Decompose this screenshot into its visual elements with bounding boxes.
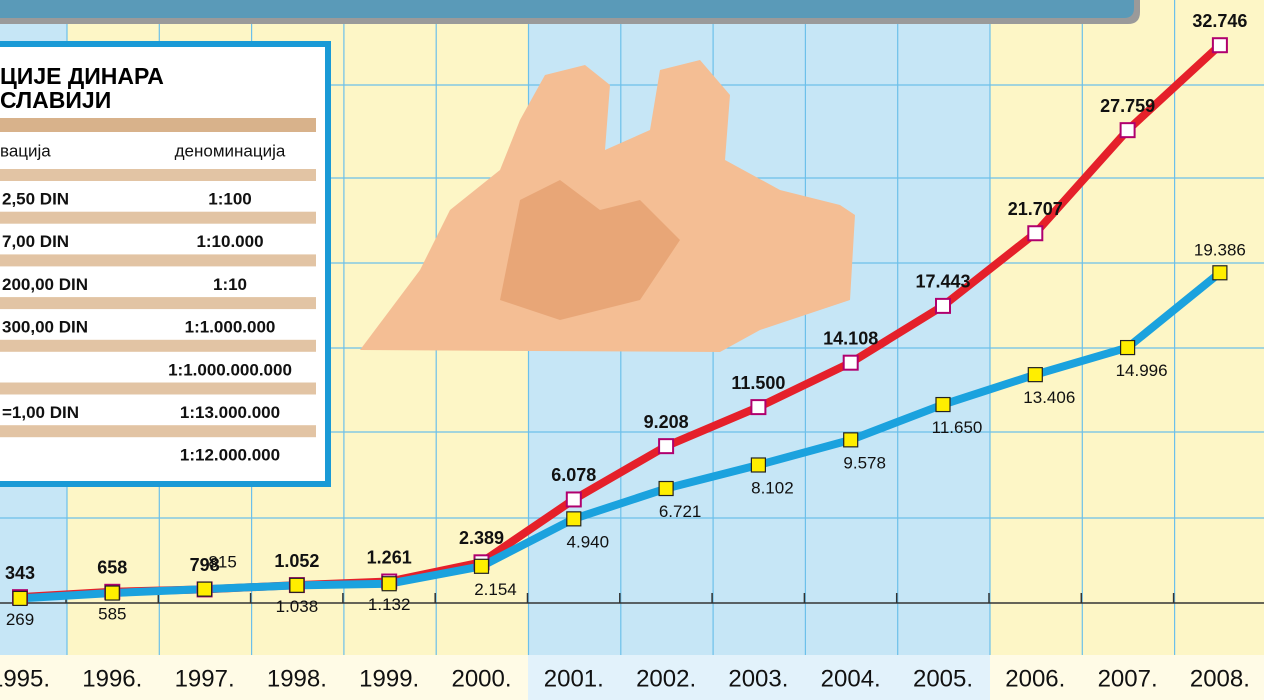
top-bar-inner <box>0 0 1134 18</box>
data-label: 1.261 <box>367 547 412 567</box>
data-label: 6.078 <box>551 465 596 485</box>
data-label: 27.759 <box>1100 96 1155 116</box>
x-tick-label: 2005. <box>913 665 973 692</box>
data-label: 11.500 <box>731 373 785 393</box>
x-tick-label: 2008. <box>1190 665 1250 692</box>
point-marker <box>750 457 767 473</box>
point-marker <box>197 581 213 597</box>
table-cell: 1:10 <box>213 275 247 294</box>
x-tick-label: 1998. <box>267 665 327 692</box>
x-tick-label: 2000. <box>451 665 511 692</box>
table-cell: 1:12.000.000 <box>180 446 280 465</box>
x-tick-label: 1995. <box>0 665 50 692</box>
point-marker <box>1027 225 1044 242</box>
point-marker <box>1119 122 1136 139</box>
x-tick-label: 1997. <box>175 665 235 692</box>
table-cell: 7,00 DIN <box>2 232 69 251</box>
data-label: 19.386 <box>1194 240 1246 259</box>
row-strip <box>0 211 316 224</box>
table-title: ЦИЈЕ ДИНАРА <box>0 63 164 89</box>
x-tick-label: 2002. <box>636 665 696 692</box>
table-cell: 1:100 <box>208 189 251 208</box>
point-marker <box>750 399 767 416</box>
data-label: 14.996 <box>1116 361 1168 380</box>
point-marker <box>1212 265 1228 281</box>
row-strip <box>0 254 316 267</box>
point-marker <box>1211 37 1228 54</box>
point-marker <box>843 432 859 448</box>
data-label: 585 <box>98 605 126 624</box>
point-marker <box>566 511 582 527</box>
point-marker <box>658 438 675 455</box>
table-cell: 1:1.000.000.000 <box>168 360 292 379</box>
data-label: 21.707 <box>1008 199 1063 219</box>
row-strip <box>0 339 316 352</box>
point-marker <box>1027 367 1043 383</box>
series-line <box>19 269 1223 603</box>
x-tick-label: 2003. <box>728 665 788 692</box>
point-marker <box>104 585 120 601</box>
table-cell: 1:13.000.000 <box>180 403 280 422</box>
data-label: 343 <box>5 563 35 583</box>
row-strip <box>0 425 316 438</box>
row-strip <box>0 169 316 181</box>
data-label: 1.038 <box>276 597 319 616</box>
table-cell: =1,00 DIN <box>2 403 79 422</box>
data-label: 11.650 <box>932 418 983 437</box>
table-title: СЛАВИЈИ <box>0 87 111 113</box>
data-label: 2.154 <box>474 580 517 599</box>
point-marker <box>565 491 582 508</box>
point-marker <box>935 297 951 314</box>
point-marker <box>381 576 397 592</box>
point-marker <box>1119 339 1136 356</box>
row-strip <box>0 297 316 310</box>
photo <box>360 60 855 352</box>
x-tick-label: 2007. <box>1098 665 1158 692</box>
x-tick-label: 1999. <box>359 665 419 692</box>
data-label: 815 <box>208 553 236 572</box>
data-label: 658 <box>97 558 127 578</box>
data-label: 32.746 <box>1192 11 1247 31</box>
table-cell: 2,50 DIN <box>2 189 69 208</box>
row-strip <box>0 382 316 395</box>
row-strip <box>0 118 316 132</box>
table: вација деноминација 2,50 DIN 1:100 7,00 DIN 1… <box>0 118 316 465</box>
data-label: 13.406 <box>1023 388 1075 407</box>
data-label: 798 <box>190 555 220 575</box>
data-label: 1.052 <box>274 551 319 571</box>
data-label: 1.132 <box>368 595 411 614</box>
table-header: вација <box>0 141 51 160</box>
data-label: 6.721 <box>659 502 702 521</box>
x-tick-label: 2001. <box>544 665 604 692</box>
data-label: 269 <box>6 610 34 629</box>
data-label: 9.578 <box>843 453 886 472</box>
data-label: 17.443 <box>915 272 970 292</box>
x-tick-label: 2004. <box>821 665 881 692</box>
table-cell: 1:1.000.000 <box>185 318 276 337</box>
point-marker <box>289 577 305 593</box>
table-header: деноминација <box>175 141 286 160</box>
point-marker <box>658 480 674 497</box>
data-label: 9.208 <box>644 412 689 432</box>
point-marker <box>842 354 859 371</box>
table-cell: 200,00 DIN <box>2 275 88 294</box>
data-label: 8.102 <box>751 478 794 497</box>
data-label: 2.389 <box>459 528 504 548</box>
point-marker <box>473 558 490 574</box>
x-tick-label: 2006. <box>1005 665 1065 692</box>
table-cell: 300,00 DIN <box>2 318 88 337</box>
point-marker <box>935 396 951 413</box>
point-marker <box>12 590 28 607</box>
data-label: 14.108 <box>823 328 878 348</box>
data-label: 4.940 <box>567 532 610 551</box>
x-tick-label: 1996. <box>82 665 142 692</box>
table-cell: 1:10.000 <box>196 232 263 251</box>
